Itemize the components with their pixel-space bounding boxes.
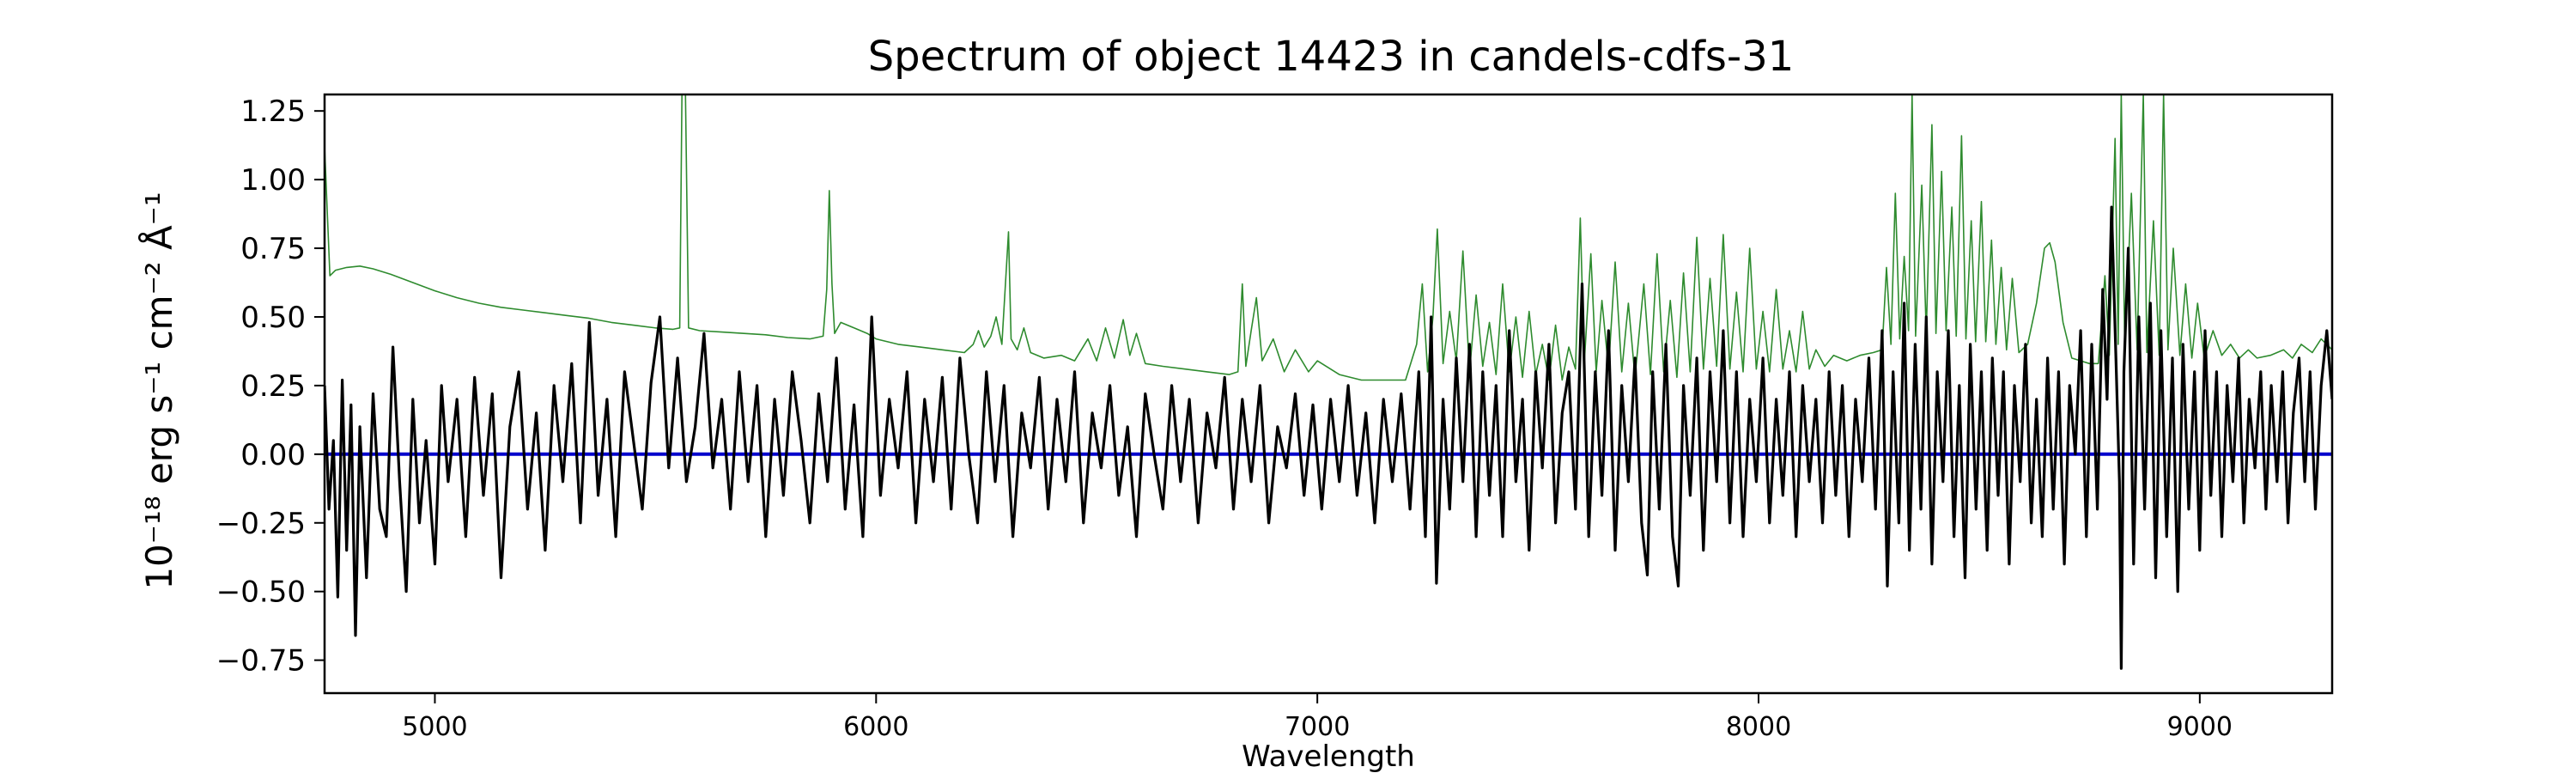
y-tick-label: 1.25 [240,94,306,129]
plot-frame [323,93,2334,695]
flux-series-line [325,205,2332,670]
plot-area [325,94,2332,670]
y-tick-label: 0.25 [240,369,306,404]
y-tick-label: −0.25 [216,507,306,541]
x-axis-label: Wavelength [1242,740,1415,773]
y-tick-label: 0.50 [240,301,306,335]
x-tick-label: 9000 [2167,712,2233,742]
y-tick-label: 0.75 [240,232,306,266]
y-axis-label: 10⁻¹⁸ erg s⁻¹ cm⁻² Å⁻¹ [137,192,180,589]
chart-title: Spectrum of object 14423 in candels-cdfs… [868,33,1795,81]
x-tick-label: 6000 [843,712,908,742]
x-tick-label: 8000 [1726,712,1791,742]
y-axis: −0.75 −0.50 −0.25 0.00 0.25 0.50 0.75 1.00 1.25 [216,94,325,679]
error-series-line [325,94,2332,381]
x-axis: 5000 6000 7000 8000 9000 [402,693,2233,742]
x-tick-label: 7000 [1285,712,1350,742]
y-tick-label: −0.75 [216,644,306,679]
x-tick-label: 5000 [402,712,467,742]
y-tick-label: −0.50 [216,575,306,610]
y-tick-label: 1.00 [240,163,306,198]
y-tick-label: 0.00 [240,438,306,472]
